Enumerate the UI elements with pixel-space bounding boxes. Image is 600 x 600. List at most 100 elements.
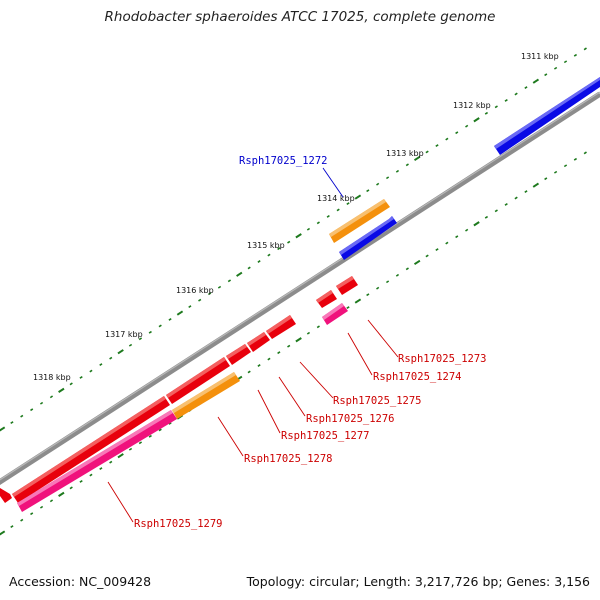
minor-tick <box>217 285 222 289</box>
minor-tick <box>395 273 400 277</box>
leader-line-1277 <box>257 389 281 434</box>
major-tick <box>0 426 6 432</box>
gene-feature-1274-pink[interactable] <box>322 303 348 325</box>
gene-label-1273[interactable]: Rsph17025_1273 <box>398 353 487 365</box>
gene-label-1272[interactable]: Rsph17025_1272 <box>239 155 328 167</box>
minor-tick <box>99 363 103 366</box>
minor-tick <box>79 376 83 379</box>
minor-tick <box>257 364 261 367</box>
gene-feature-1278[interactable] <box>172 372 240 419</box>
major-tick <box>236 271 243 277</box>
minor-tick <box>69 382 73 386</box>
leader-line-1274 <box>347 332 373 376</box>
leader-line-1278 <box>217 416 244 457</box>
gene-feature-1279-red[interactable] <box>0 488 12 503</box>
minor-tick <box>465 228 469 232</box>
minor-tick <box>10 525 14 528</box>
gene-label-1275[interactable]: Rsph17025_1275 <box>333 395 422 407</box>
gene-leader-lines <box>107 167 399 523</box>
minor-tick <box>484 215 489 219</box>
gene-feature-1277[interactable] <box>226 344 251 365</box>
minor-tick <box>445 241 449 245</box>
minor-tick <box>553 66 558 70</box>
minor-tick <box>99 467 103 470</box>
minor-tick <box>306 227 311 231</box>
gene-feature-1273[interactable] <box>336 276 358 295</box>
gene-feature-1278-red[interactable] <box>166 357 230 404</box>
minor-tick <box>267 253 271 257</box>
minor-tick <box>138 337 143 341</box>
leader-line-1279 <box>107 481 134 523</box>
minor-tick <box>583 151 587 155</box>
minor-tick <box>49 395 54 399</box>
gene-feature-1279[interactable] <box>17 410 177 512</box>
gene-feature-1275[interactable] <box>266 315 296 339</box>
gene-feature-1279-long-red[interactable] <box>12 396 170 503</box>
minor-tick <box>257 260 261 263</box>
minor-tick <box>445 137 449 141</box>
major-tick <box>176 310 184 316</box>
genome-backbone <box>0 91 600 486</box>
minor-tick <box>583 47 587 51</box>
minor-tick <box>109 460 113 464</box>
minor-tick <box>267 357 271 361</box>
minor-tick <box>316 325 320 329</box>
major-tick <box>354 298 362 304</box>
gene-feature-1272-orange[interactable] <box>329 199 390 243</box>
gene-feature-1271[interactable] <box>494 77 600 155</box>
minor-tick <box>128 343 133 347</box>
minor-tick <box>158 324 162 328</box>
minor-tick <box>435 248 439 251</box>
minor-tick <box>405 267 409 271</box>
minor-tick <box>455 235 459 239</box>
minor-tick <box>514 92 518 96</box>
minor-tick <box>563 164 568 168</box>
minor-tick <box>346 202 350 205</box>
gene-feature-1276[interactable] <box>247 332 270 352</box>
scale-label-1312: 1312 kbp <box>453 101 491 110</box>
minor-tick <box>287 240 291 244</box>
major-tick <box>413 155 421 162</box>
minor-tick <box>39 505 44 509</box>
minor-tick <box>504 99 508 102</box>
minor-tick <box>198 298 202 302</box>
minor-tick <box>188 305 192 309</box>
gene-label-1279[interactable]: Rsph17025_1279 <box>134 518 223 530</box>
gene-label-1276[interactable]: Rsph17025_1276 <box>306 413 395 425</box>
minor-tick <box>524 190 528 193</box>
major-tick <box>532 182 540 188</box>
minor-tick <box>10 421 14 424</box>
major-tick <box>295 233 302 239</box>
gene-feature-1274[interactable] <box>316 290 337 308</box>
genome-summary: Topology: circular; Length: 3,217,726 bp… <box>246 574 590 589</box>
scale-label-1318: 1318 kbp <box>33 373 71 382</box>
minor-tick <box>405 163 409 167</box>
minor-tick <box>148 434 152 438</box>
major-tick <box>117 349 124 355</box>
gene-label-1277[interactable]: Rsph17025_1277 <box>281 430 370 442</box>
major-tick <box>413 259 421 266</box>
minor-tick <box>277 247 281 251</box>
minor-tick <box>168 422 172 425</box>
major-tick <box>117 453 124 459</box>
gene-label-1274[interactable]: Rsph17025_1274 <box>373 371 462 383</box>
minor-tick <box>336 208 340 212</box>
minor-tick <box>435 144 439 147</box>
minor-tick <box>494 105 498 109</box>
minor-tick <box>247 266 251 270</box>
minor-tick <box>79 480 83 483</box>
major-tick <box>532 78 540 84</box>
gene-label-1278[interactable]: Rsph17025_1278 <box>244 453 333 465</box>
minor-tick <box>20 518 24 522</box>
minor-tick <box>504 203 508 206</box>
gene-feature-1272[interactable] <box>339 216 397 260</box>
major-tick <box>295 337 302 343</box>
minor-tick <box>573 53 578 57</box>
scale-label-1316: 1316 kbp <box>176 286 214 295</box>
minor-tick <box>366 293 370 297</box>
minor-tick <box>39 401 44 405</box>
minor-tick <box>544 177 548 181</box>
minor-tick <box>128 447 133 451</box>
minor-tick <box>227 279 232 283</box>
